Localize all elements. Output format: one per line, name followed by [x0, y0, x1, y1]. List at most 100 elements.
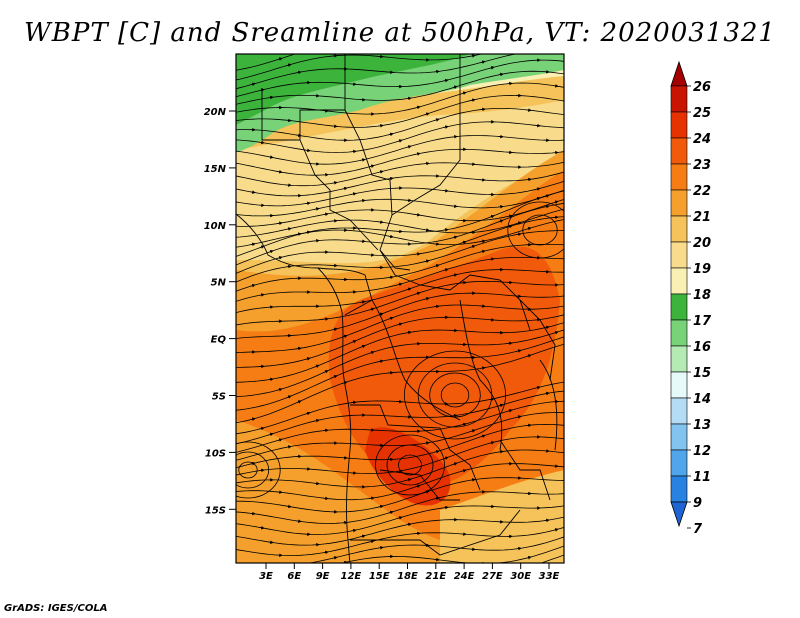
streamline-arrow — [304, 201, 311, 206]
streamline-arrow — [359, 158, 366, 162]
colorbar-swatch — [670, 85, 688, 113]
streamline-arrow — [460, 240, 467, 245]
colorbar-swatch — [670, 215, 688, 243]
streamline-arrow — [451, 413, 458, 418]
streamline — [236, 280, 564, 326]
lon-tick-label: 6E — [287, 571, 301, 582]
streamline — [236, 94, 564, 128]
field-region-green-dark — [236, 54, 470, 125]
streamline-arrow — [258, 426, 265, 431]
streamline — [236, 269, 564, 314]
streamline — [236, 171, 564, 197]
streamline-arrow — [525, 354, 532, 358]
streamline-arrow — [451, 273, 458, 277]
streamline-arrow — [497, 72, 504, 77]
streamline-arrow — [515, 349, 522, 353]
streamline-arrow — [313, 207, 320, 211]
streamline-arrow — [396, 139, 403, 143]
streamline-arrow — [249, 417, 256, 421]
streamline-arrow — [387, 275, 394, 280]
streamline-arrow — [433, 496, 440, 501]
streamline-arrow — [479, 249, 486, 254]
circulation-streamline — [386, 444, 434, 486]
lon-tick-label: 18E — [397, 571, 418, 582]
colorbar-swatch — [670, 397, 688, 425]
streamline-arrow — [268, 594, 272, 595]
streamline — [236, 329, 564, 398]
border-line — [299, 139, 379, 251]
streamline-arrow — [276, 256, 283, 260]
circulation-streamline — [398, 454, 422, 476]
lon-tick-label: 30E — [510, 571, 531, 582]
colorbar-label: 7 — [693, 522, 703, 537]
streamline-arrow — [323, 45, 327, 46]
streamline-arrow — [322, 370, 329, 374]
streamline-arrow — [405, 330, 412, 335]
streamline-arrow — [295, 400, 302, 404]
streamline-arrow — [405, 478, 412, 482]
lat-tick-label: 5N — [211, 278, 227, 289]
chart-title: WBPT [C] and Sreamline at 500hPa, VT: 20… — [24, 18, 776, 48]
streamline-arrow — [469, 98, 476, 102]
colorbar-label: 9 — [693, 496, 702, 511]
streamline-arrow — [276, 221, 283, 226]
streamline-arrow — [323, 590, 327, 591]
streamline-arrow — [350, 400, 357, 405]
streamline-arrow — [442, 505, 449, 510]
lon-tick-label: 12E — [341, 571, 362, 582]
circulation-streamline — [507, 201, 564, 259]
country-borders — [236, 54, 558, 563]
streamline-arrow — [313, 364, 320, 369]
lat-tick-label: EQ — [211, 335, 227, 346]
colorbar-swatch — [670, 137, 688, 165]
colorbar-swatch — [670, 371, 688, 399]
streamline-arrow — [341, 334, 348, 339]
streamline-arrow — [267, 540, 274, 544]
streamline-arrow — [249, 283, 256, 288]
wbpt-field — [236, 31, 564, 597]
streamline-arrow — [515, 232, 522, 237]
streamline-arrow — [276, 438, 283, 442]
streamline — [236, 412, 564, 461]
border-line — [379, 249, 531, 331]
streamline — [236, 536, 564, 563]
border-line — [499, 439, 551, 501]
streamline — [236, 135, 564, 165]
streamline-arrow — [415, 596, 419, 597]
streamline-arrow — [488, 441, 495, 445]
streamline-arrow — [543, 325, 550, 330]
colorbar-label: 15 — [693, 366, 711, 381]
streamline — [236, 208, 564, 238]
streamline-arrow — [543, 204, 550, 209]
lon-tick-label: 21E — [425, 571, 446, 582]
colorbar-swatch — [670, 111, 688, 139]
lon-tick-label: 3E — [259, 571, 273, 582]
streamline — [236, 216, 564, 274]
streamline-arrow — [377, 220, 384, 224]
streamline-arrow — [423, 259, 430, 263]
streamline-arrow — [561, 535, 564, 539]
streamline — [236, 390, 564, 445]
streamline-arrow — [276, 387, 283, 392]
border-line — [371, 299, 461, 421]
streamline-arrow — [516, 596, 520, 597]
streamline-arrow — [433, 264, 440, 268]
streamline-arrow — [285, 395, 292, 399]
lon-tick-label: 9E — [316, 571, 330, 582]
streamline-arrow — [295, 346, 302, 351]
lon-tick-label: 33E — [539, 571, 560, 582]
streamline-arrow — [387, 316, 394, 321]
streamline-arrow — [553, 31, 557, 32]
streamline-arrow — [314, 583, 318, 584]
streamline-arrow — [488, 257, 495, 261]
streamline-arrow — [377, 312, 384, 317]
colorbar-swatch — [670, 319, 688, 347]
streamline-arrow — [423, 297, 430, 301]
streamline-arrow — [433, 118, 440, 122]
colorbar-label: 14 — [693, 392, 711, 407]
streamline-arrow — [276, 170, 283, 174]
streamline-arrow — [322, 550, 329, 555]
lon-tick-label: 24E — [454, 571, 475, 582]
streamline-arrow — [258, 245, 265, 249]
